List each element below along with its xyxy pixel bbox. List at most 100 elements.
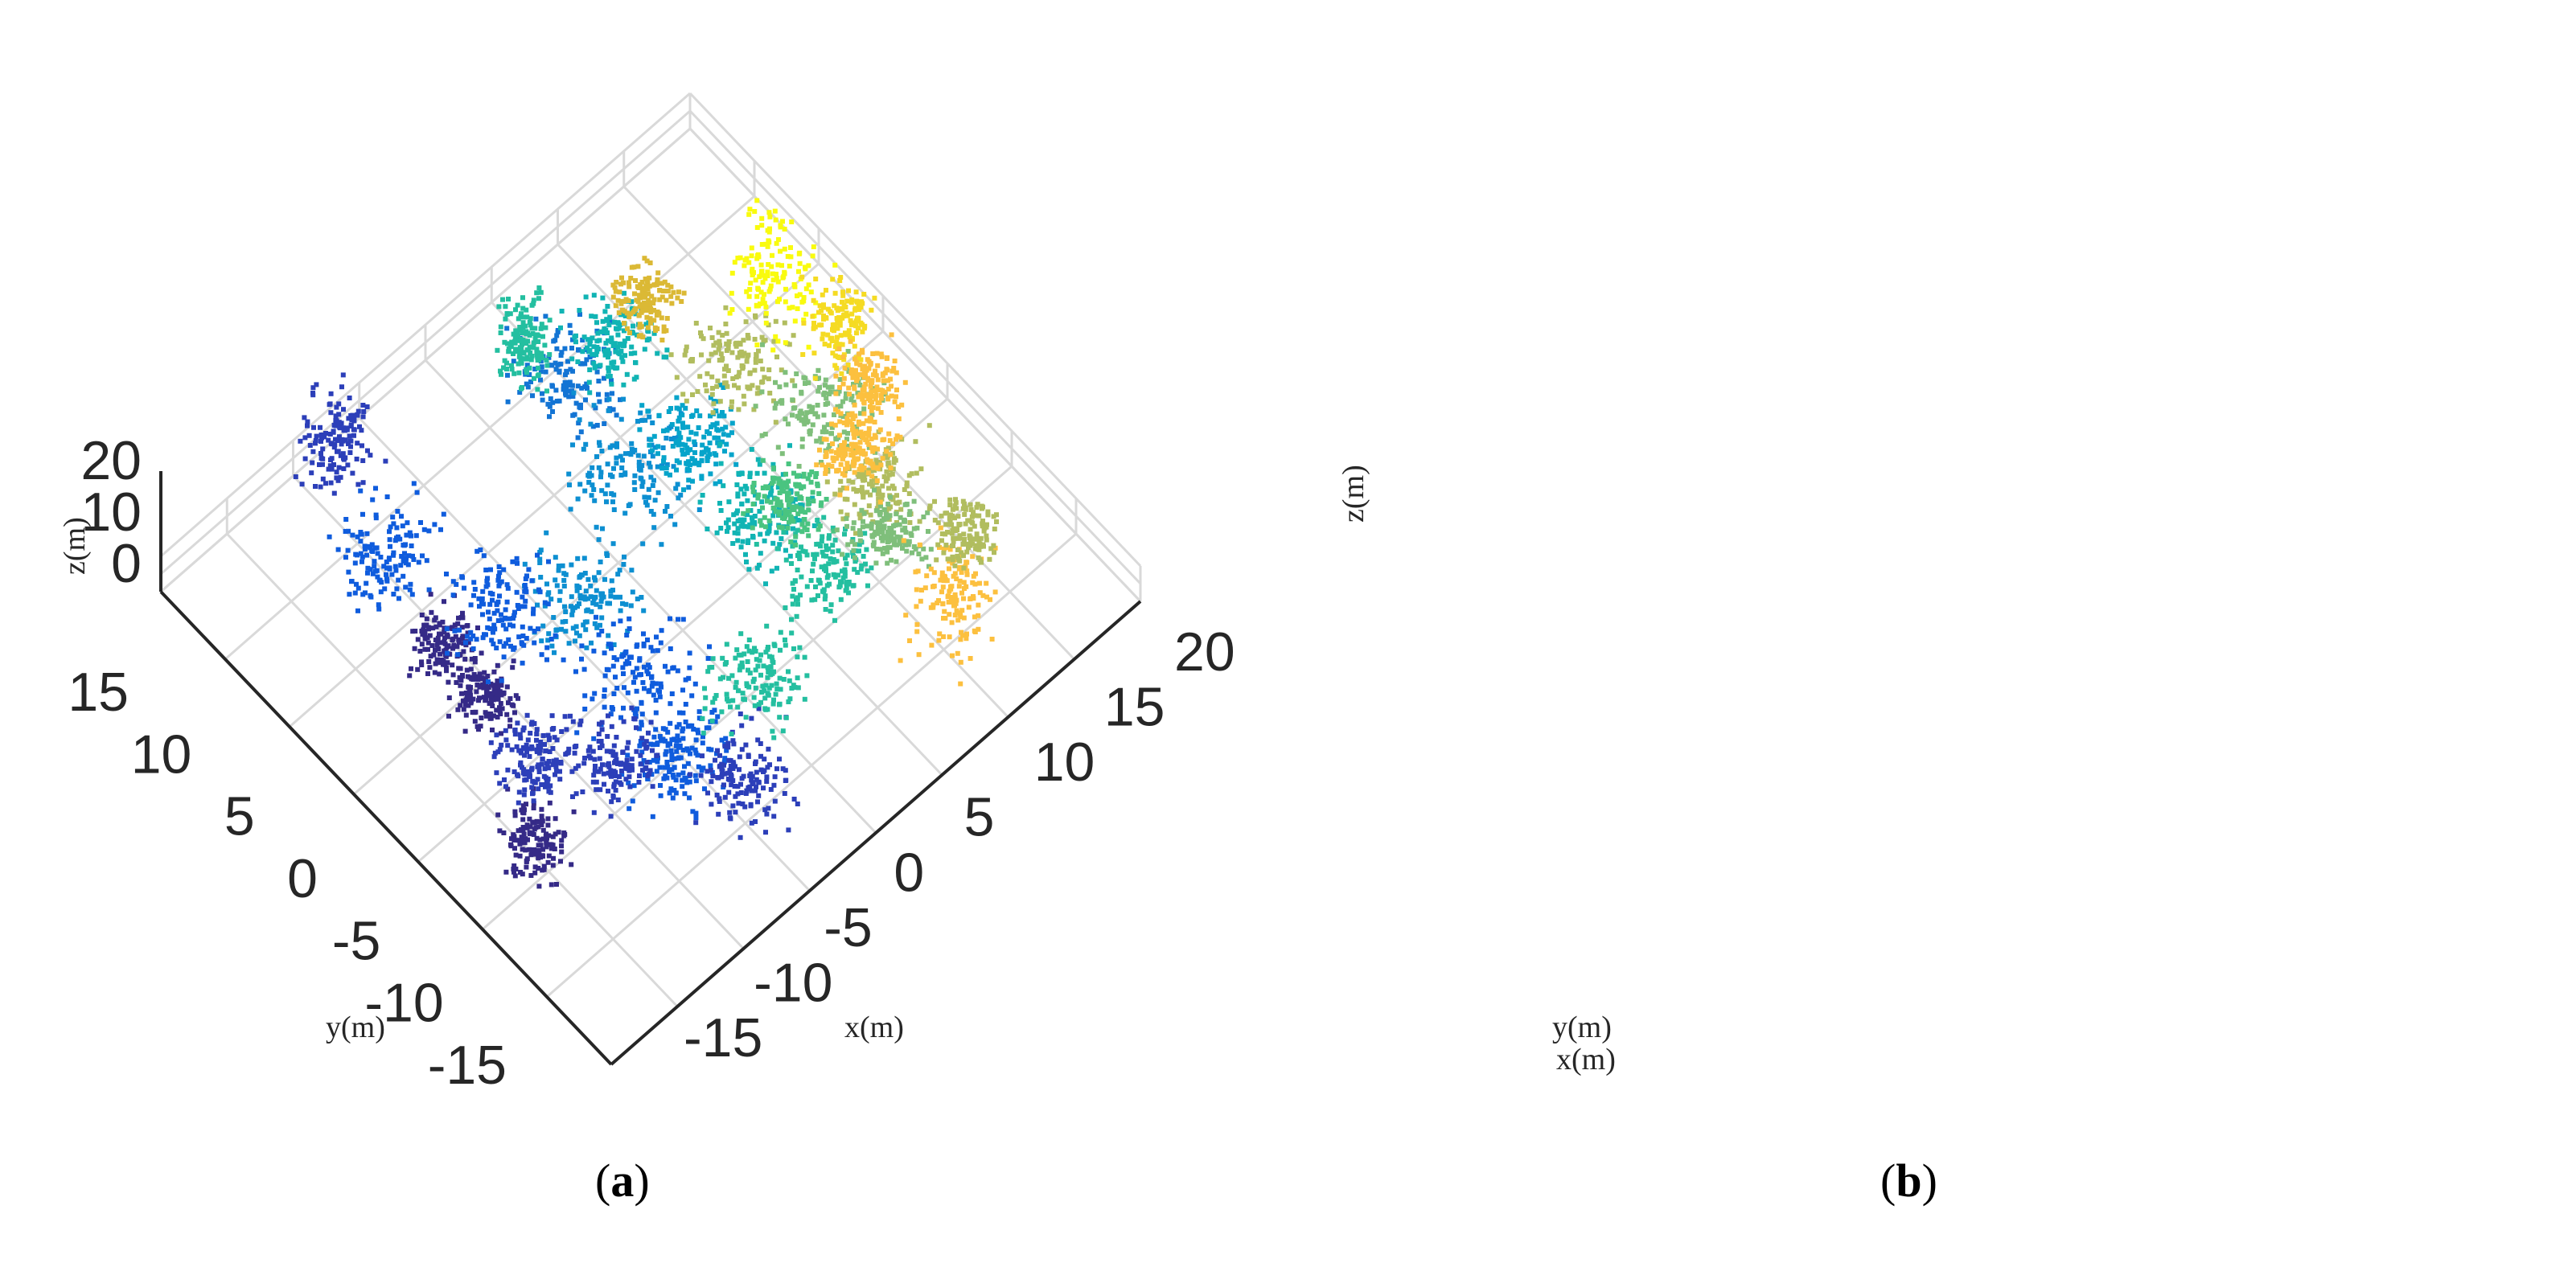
point: [773, 379, 778, 385]
point: [614, 412, 619, 418]
point: [960, 498, 966, 504]
point: [455, 621, 461, 626]
point: [801, 295, 807, 300]
point: [320, 461, 325, 467]
point: [824, 429, 829, 435]
point: [972, 523, 977, 529]
point: [622, 314, 628, 318]
point: [696, 425, 701, 430]
point: [637, 427, 643, 433]
point: [583, 441, 589, 447]
point: [527, 372, 532, 377]
point: [802, 696, 807, 702]
point: [974, 505, 980, 510]
point: [784, 482, 789, 488]
point: [336, 465, 342, 470]
point: [621, 719, 627, 724]
point: [879, 396, 884, 401]
point: [859, 451, 865, 457]
point: [400, 523, 405, 529]
point: [988, 546, 994, 551]
point: [888, 531, 894, 536]
point: [891, 530, 897, 535]
point: [746, 211, 752, 217]
point: [717, 441, 723, 447]
point: [747, 371, 753, 376]
point: [516, 361, 521, 367]
point: [394, 586, 400, 592]
point: [762, 494, 767, 499]
point: [564, 386, 569, 392]
point: [773, 691, 779, 697]
point: [724, 642, 729, 647]
point: [598, 469, 604, 475]
point: [329, 441, 335, 447]
point: [531, 806, 536, 810]
point: [445, 650, 450, 656]
point: [546, 765, 552, 771]
point: [538, 369, 544, 375]
point: [940, 601, 946, 607]
point: [516, 316, 521, 322]
point: [453, 634, 458, 639]
point: [587, 342, 593, 347]
point: [652, 445, 658, 450]
point: [619, 769, 624, 773]
point: [575, 435, 581, 441]
point: [791, 587, 796, 592]
point: [795, 553, 800, 558]
point: [816, 491, 822, 496]
point: [786, 502, 791, 508]
point: [857, 528, 862, 533]
point: [351, 433, 356, 438]
point: [744, 289, 750, 294]
point: [837, 583, 843, 588]
point: [359, 559, 364, 564]
point: [919, 588, 924, 592]
point: [617, 289, 622, 295]
point: [563, 619, 569, 624]
point: [911, 498, 917, 504]
point: [630, 589, 635, 595]
point: [627, 284, 632, 289]
point: [463, 697, 469, 703]
point: [476, 596, 482, 601]
point: [331, 428, 336, 434]
point: [476, 698, 481, 703]
point: [836, 467, 841, 473]
point: [806, 380, 811, 386]
point: [327, 402, 332, 408]
point: [914, 587, 919, 592]
point: [472, 587, 478, 592]
point: [865, 523, 869, 529]
point: [606, 667, 611, 673]
point: [721, 762, 726, 768]
point: [424, 616, 429, 621]
point: [605, 330, 610, 335]
point: [926, 506, 932, 511]
point: [848, 367, 854, 372]
point: [617, 341, 622, 346]
point: [822, 342, 828, 346]
point: [831, 572, 836, 577]
point: [817, 580, 823, 586]
point: [557, 398, 562, 404]
point: [643, 283, 649, 289]
point: [824, 543, 829, 548]
point: [815, 414, 820, 420]
point: [626, 298, 631, 303]
point: [505, 585, 511, 591]
point: [517, 732, 523, 737]
point: [360, 403, 366, 408]
point: [540, 334, 545, 339]
point: [600, 318, 606, 324]
point: [898, 434, 903, 440]
point: [660, 445, 666, 450]
point: [657, 765, 663, 770]
point: [846, 478, 852, 484]
point: [767, 391, 773, 396]
point: [699, 451, 705, 457]
point: [619, 772, 625, 777]
point: [498, 701, 503, 706]
point: [579, 385, 585, 391]
